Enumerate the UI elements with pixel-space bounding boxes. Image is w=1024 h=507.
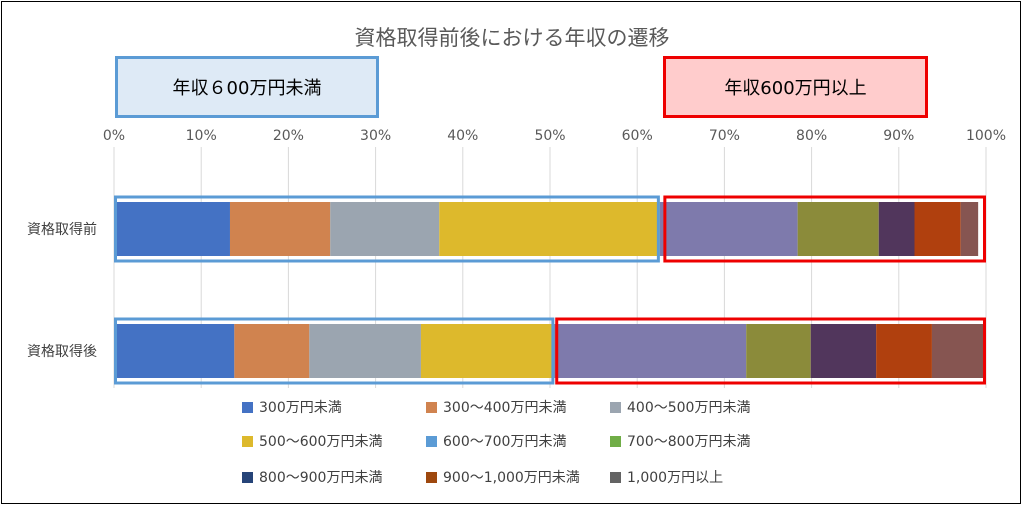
bar-segment <box>439 202 660 256</box>
x-tick-label: 40% <box>447 128 478 144</box>
legend-swatch <box>426 435 437 447</box>
legend-item: 700～800万円未満 <box>610 431 750 451</box>
bar-segment <box>797 202 879 256</box>
bar-segment <box>554 324 747 378</box>
legend-item: 600～700万円未満 <box>426 431 566 451</box>
bar-segment <box>229 202 331 256</box>
category-label: 資格取得前 <box>27 221 97 238</box>
bar-segment <box>878 202 915 256</box>
category-label: 資格取得後 <box>27 343 97 360</box>
highlight-box <box>114 317 555 385</box>
x-tick-label: 50% <box>534 128 565 144</box>
legend-swatch <box>242 435 253 447</box>
legend-label: 600～700万円未満 <box>443 434 567 450</box>
highlight-box <box>555 317 986 385</box>
legend-label: 800～900万円未満 <box>259 470 383 486</box>
x-tick-label: 10% <box>186 128 217 144</box>
x-tick-label: 30% <box>360 128 391 144</box>
legend-label: 700～800万円未満 <box>627 434 751 450</box>
x-tick-label: 70% <box>709 128 740 144</box>
legend-swatch <box>610 471 621 483</box>
bar-segment <box>234 324 310 378</box>
callout-600-and-above-label: 年収600万円以上 <box>724 78 867 99</box>
legend-swatch <box>242 401 253 413</box>
legend-swatch <box>610 435 621 447</box>
legend-label: 900～1,000万円未満 <box>443 470 580 486</box>
legend-item: 800～900万円未満 <box>242 467 382 487</box>
bar-segment <box>914 202 961 256</box>
callout-below-600-label: 年収６00万円未満 <box>172 78 322 99</box>
x-tick-label: 60% <box>622 128 653 144</box>
bar-segment <box>330 202 440 256</box>
chart-title: 資格取得前後における年収の遷移 <box>355 26 670 50</box>
legend-label: 1,000万円以上 <box>627 470 724 486</box>
x-tick-label: 80% <box>796 128 827 144</box>
legend-item: 1,000万円以上 <box>610 467 723 487</box>
legend-swatch <box>242 471 253 483</box>
bar-segment <box>810 324 877 378</box>
x-tick-label: 20% <box>273 128 304 144</box>
legend-item: 300万円未満 <box>242 397 342 417</box>
legend-label: 300～400万円未満 <box>443 400 567 416</box>
x-tick-label: 0% <box>103 128 125 144</box>
bar-segment <box>309 324 421 378</box>
legend-label: 300万円未満 <box>259 400 342 416</box>
highlight-box <box>663 195 986 263</box>
bar-segment <box>659 202 798 256</box>
legend-label: 500～600万円未満 <box>259 434 383 450</box>
legend-swatch <box>426 401 437 413</box>
bar-segment <box>114 324 235 378</box>
legend-swatch <box>426 471 437 483</box>
legend-item: 500～600万円未満 <box>242 431 382 451</box>
bar-segment <box>931 324 986 378</box>
highlight-box <box>114 195 660 263</box>
callout-600-and-above: 年収600万円以上 <box>663 56 928 118</box>
legend-swatch <box>610 401 621 413</box>
legend-item: 900～1,000万円未満 <box>426 467 580 487</box>
bar-segment <box>746 324 811 378</box>
legend-item: 300～400万円未満 <box>426 397 566 417</box>
bar-segment <box>876 324 932 378</box>
bar-segment <box>420 324 555 378</box>
callout-below-600: 年収６00万円未満 <box>115 56 379 118</box>
x-tick-label: 100% <box>966 128 1006 144</box>
legend-item: 400～500万円未満 <box>610 397 750 417</box>
legend-label: 400～500万円未満 <box>627 400 751 416</box>
x-tick-label: 90% <box>883 128 914 144</box>
bar-segment <box>114 202 230 256</box>
bar-segment <box>960 202 979 256</box>
